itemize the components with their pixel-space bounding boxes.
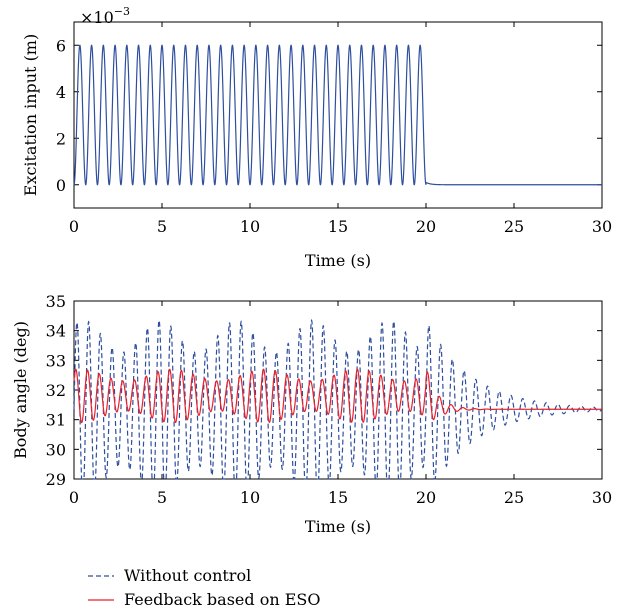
x-tick-label: 25 xyxy=(504,488,524,507)
x-tick-label: 30 xyxy=(592,488,612,507)
legend-label-without-control: Without control xyxy=(124,566,251,585)
y-tick-label: 34 xyxy=(46,322,66,341)
body-angle-plot: 0 5 10 15 20 25 30 29 30 31 32 33 34 35 Time (s) Body… xyxy=(11,292,612,536)
x-tick-label: 30 xyxy=(592,217,612,236)
y-tick-label: 4 xyxy=(56,83,66,102)
y-tick-label: 2 xyxy=(56,129,66,148)
x-tick-label: 5 xyxy=(157,488,167,507)
legend: Without control Feedback based on ESO xyxy=(88,566,321,609)
body-angle-plot-ticks: 0 5 10 15 20 25 30 29 30 31 32 33 34 35 xyxy=(46,292,613,507)
x-tick-label: 0 xyxy=(69,217,79,236)
x-tick-label: 10 xyxy=(240,217,260,236)
body-angle-ylabel: Body angle (deg) xyxy=(11,321,30,459)
legend-label-feedback-eso: Feedback based on ESO xyxy=(124,590,321,609)
y-tick-label: 30 xyxy=(46,440,66,459)
x-tick-label: 15 xyxy=(328,488,348,507)
excitation-scale-label: ×10−3 xyxy=(80,5,130,27)
y-tick-label: 33 xyxy=(46,351,66,370)
excitation-plot-series xyxy=(73,44,602,186)
without-control-series-line xyxy=(73,318,603,480)
x-tick-label: 20 xyxy=(416,217,436,236)
y-tick-label: 6 xyxy=(56,36,66,55)
excitation-xlabel: Time (s) xyxy=(305,251,371,270)
excitation-ylabel: Excitation input (m) xyxy=(21,34,40,196)
body-angle-xlabel: Time (s) xyxy=(305,517,371,536)
body-angle-plot-series xyxy=(73,318,603,480)
excitation-plot: 0 5 10 15 20 25 30 0 2 4 6 ×10−3 Time (s) Excitati… xyxy=(21,5,612,270)
x-tick-label: 0 xyxy=(69,488,79,507)
feedback-eso-series-line xyxy=(73,368,602,424)
excitation-series-line xyxy=(73,44,602,186)
x-tick-label: 15 xyxy=(328,217,348,236)
x-tick-label: 5 xyxy=(157,217,167,236)
y-tick-label: 32 xyxy=(46,381,66,400)
x-tick-label: 20 xyxy=(416,488,436,507)
y-tick-label: 35 xyxy=(46,292,66,311)
x-tick-label: 25 xyxy=(504,217,524,236)
y-tick-label: 0 xyxy=(56,176,66,195)
y-tick-label: 29 xyxy=(46,470,66,489)
x-tick-label: 10 xyxy=(240,488,260,507)
excitation-plot-ticks: 0 5 10 15 20 25 30 0 2 4 6 xyxy=(56,22,612,236)
y-tick-label: 31 xyxy=(46,411,66,430)
